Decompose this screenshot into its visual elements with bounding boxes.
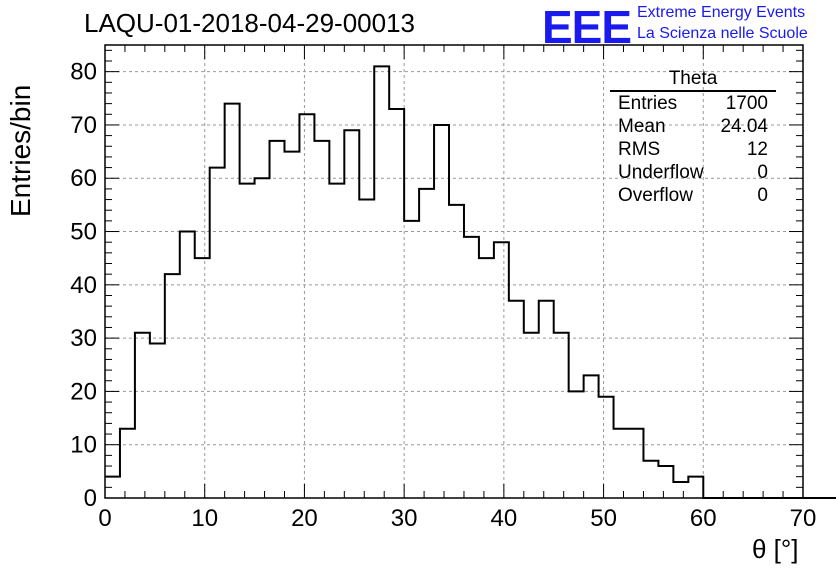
stats-title: Theta xyxy=(610,68,776,92)
histogram-bin xyxy=(479,258,494,498)
stats-label: Overflow xyxy=(618,185,693,206)
stats-box: Theta Entries 1700 Mean 24.04 RMS 12 Und… xyxy=(610,68,776,207)
histogram-bin xyxy=(359,200,374,498)
histogram-bin xyxy=(284,152,299,498)
stats-label: RMS xyxy=(618,139,661,160)
x-tick-label: 30 xyxy=(391,505,418,532)
logo-mark: EEE xyxy=(542,1,632,53)
y-tick-label: 10 xyxy=(70,432,97,459)
stats-row-mean: Mean 24.04 xyxy=(610,115,776,138)
histogram-bin xyxy=(374,66,389,498)
y-tick-label: 70 xyxy=(70,112,97,139)
x-tick-label: 0 xyxy=(98,505,111,532)
histogram-bin xyxy=(539,301,554,498)
stats-label: Entries xyxy=(618,93,678,114)
chart-title: LAQU-01-2018-04-29-00013 xyxy=(84,8,415,38)
histogram-bin xyxy=(509,301,524,498)
histogram-bin xyxy=(299,114,314,498)
histogram-bin xyxy=(180,232,195,498)
histogram-bin xyxy=(195,258,210,498)
histogram-bin xyxy=(329,184,344,498)
y-tick-label: 30 xyxy=(70,325,97,352)
histogram-bin xyxy=(524,333,539,498)
x-tick-label: 20 xyxy=(291,505,318,532)
histogram-bin xyxy=(225,104,240,498)
x-tick-label: 40 xyxy=(491,505,518,532)
histogram-bin xyxy=(240,184,255,498)
histogram-bin xyxy=(643,461,658,498)
histogram-bin xyxy=(494,242,509,498)
y-tick-label: 80 xyxy=(70,59,97,86)
histogram-bin xyxy=(449,205,464,498)
histogram-bin xyxy=(554,333,569,498)
y-tick-label: 20 xyxy=(70,378,97,405)
y-tick-label: 0 xyxy=(84,485,97,512)
plot-frame xyxy=(104,44,804,499)
x-tick-label: 70 xyxy=(790,505,817,532)
histogram-bin xyxy=(629,429,644,498)
y-axis-label: Entries/bin xyxy=(5,84,36,217)
histogram-bin xyxy=(389,109,404,498)
logo-line-2: La Scienza nelle Scuole xyxy=(637,25,808,42)
stats-value: 1700 xyxy=(725,93,768,114)
stats-row-underflow: Underflow 0 xyxy=(610,161,776,184)
histogram-bin xyxy=(688,477,703,498)
histogram-bin xyxy=(614,429,629,498)
x-tick-label: 50 xyxy=(590,505,617,532)
x-axis-label: θ [°] xyxy=(752,534,799,564)
stats-value: 0 xyxy=(757,162,768,183)
y-tick-label: 50 xyxy=(70,219,97,246)
histogram-bin xyxy=(434,125,449,498)
histogram-series xyxy=(105,65,836,499)
y-tick-label: 40 xyxy=(70,272,97,299)
stats-row-overflow: Overflow 0 xyxy=(610,184,776,207)
histogram-bin xyxy=(210,168,225,498)
stats-label: Underflow xyxy=(618,162,704,183)
histogram-bin xyxy=(419,189,434,498)
histogram-bin xyxy=(673,482,688,498)
stats-value: 12 xyxy=(746,139,768,160)
x-tick-label: 10 xyxy=(191,505,218,532)
histogram-bin xyxy=(165,274,180,498)
stats-label: Mean xyxy=(618,116,666,137)
stats-value: 0 xyxy=(757,185,768,206)
histogram-bin xyxy=(344,130,359,498)
y-axis-label-wrap: Entries/bin xyxy=(5,85,46,217)
histogram-bin xyxy=(584,375,599,498)
y-tick-label: 60 xyxy=(70,165,97,192)
histogram-bin xyxy=(150,343,165,498)
stats-row-entries: Entries 1700 xyxy=(610,92,776,115)
stats-row-rms: RMS 12 xyxy=(610,138,776,161)
histogram-bin xyxy=(120,429,135,498)
histogram-bin xyxy=(464,237,479,498)
histogram-bin xyxy=(658,466,673,498)
histogram-bin xyxy=(404,221,419,498)
histogram-bin xyxy=(135,333,150,498)
logo-line-1: Extreme Energy Events xyxy=(637,4,806,21)
histogram-bin xyxy=(270,141,285,498)
stats-value: 24.04 xyxy=(720,116,768,137)
histogram-bin xyxy=(599,397,614,498)
x-tick-label: 60 xyxy=(690,505,717,532)
